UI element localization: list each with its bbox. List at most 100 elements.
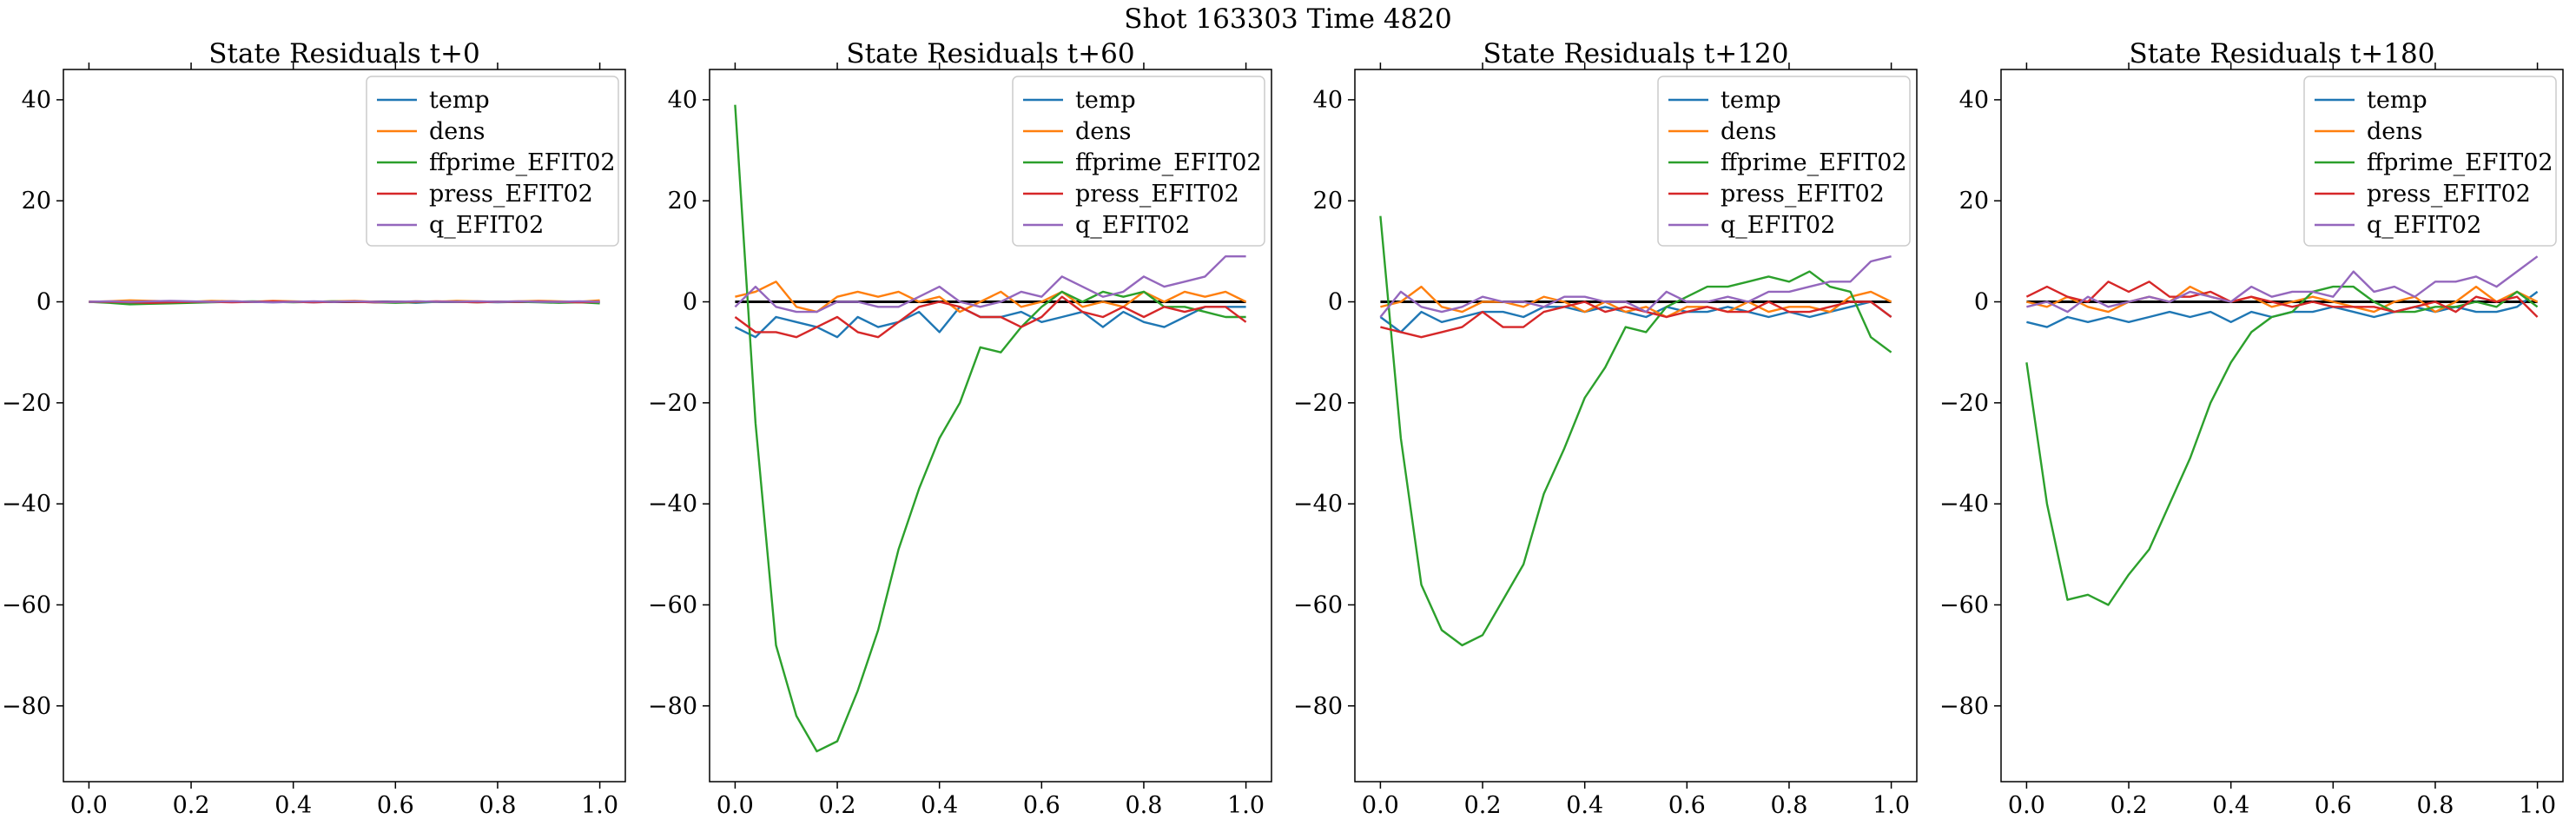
panel-title: State Residuals t+60	[846, 38, 1134, 69]
x-tick-label: 0.4	[1566, 792, 1603, 819]
y-tick-label: 0	[1974, 289, 1989, 316]
y-tick-label: −20	[1939, 390, 1989, 417]
x-tick-label: 1.0	[581, 792, 618, 819]
x-tick-label: 0.6	[2315, 792, 2352, 819]
y-tick-label: 0	[36, 289, 51, 316]
series-line-press-efit02	[734, 295, 1247, 339]
chart-panel-1: State Residuals t+0 0.0 0.2 0.4 0.6 0.8 1.0 40 2…	[2, 38, 626, 819]
y-tick-label: −60	[648, 591, 697, 618]
y-tick-label: 20	[22, 188, 51, 215]
legend-label: press_EFIT02	[2367, 181, 2531, 208]
legend-label: dens	[429, 118, 485, 145]
y-tick-label: −40	[1939, 491, 1989, 518]
legend-box	[1012, 76, 1265, 247]
x-tick-label: 0.6	[1668, 792, 1706, 819]
y-tick-label: 20	[668, 188, 697, 215]
y-tick-label: −60	[1939, 591, 1989, 618]
x-tick-label: 0.8	[1125, 792, 1162, 819]
legend-label: ffprime_EFIT02	[429, 149, 616, 176]
legend-box	[2303, 76, 2557, 247]
y-tick-label: −60	[1293, 591, 1343, 618]
legend-label: ffprime_EFIT02	[2367, 149, 2553, 176]
plot-area	[734, 104, 1247, 753]
x-tick-label: 0.2	[819, 792, 856, 819]
plot-area	[89, 299, 600, 306]
legend-label: press_EFIT02	[1721, 181, 1885, 208]
panel-title: State Residuals t+0	[208, 38, 479, 69]
legend-label: temp	[1075, 87, 1136, 114]
y-tick-label: −40	[1293, 491, 1343, 518]
x-tick-label: 0.2	[173, 792, 210, 819]
legend-label: press_EFIT02	[1075, 181, 1239, 208]
y-tick-label: −40	[2, 491, 51, 518]
legend-label: q_EFIT02	[2367, 212, 2481, 239]
panel-title: State Residuals t+120	[1483, 38, 1789, 69]
legend-label: dens	[2367, 118, 2423, 145]
x-tick-label: 0.0	[717, 792, 754, 819]
series-line-q-efit02	[89, 300, 600, 304]
legend: temp dens ffprime_EFIT02 press_EFIT02 q_EFIT…	[366, 76, 619, 247]
legend-label: q_EFIT02	[1721, 212, 1835, 239]
x-tick-label: 1.0	[2519, 792, 2556, 819]
y-tick-label: 40	[1313, 87, 1343, 114]
x-tick-label: 0.0	[70, 792, 108, 819]
y-tick-label: 20	[1959, 188, 1989, 215]
legend-label: dens	[1721, 118, 1777, 145]
y-tick-label: 0	[1328, 289, 1343, 316]
x-tick-label: 0.4	[921, 792, 958, 819]
axes-frame	[709, 69, 1272, 783]
plot-area	[2025, 255, 2539, 606]
y-tick-label: −80	[648, 693, 697, 720]
y-tick-label: 40	[668, 87, 697, 114]
legend-box	[366, 76, 619, 247]
axes-frame	[63, 69, 626, 783]
x-tick-label: 0.8	[479, 792, 516, 819]
series-line-ffprime-efit02	[734, 104, 1246, 753]
x-tick-label: 0.2	[2110, 792, 2148, 819]
series-line-ffprime-efit02	[1379, 215, 1892, 647]
y-tick-label: −80	[1293, 693, 1343, 720]
series-line-q-efit02	[2026, 255, 2539, 314]
legend: temp dens ffprime_EFIT02 press_EFIT02 q_EFIT…	[1012, 76, 1265, 247]
x-tick-label: 0.8	[2416, 792, 2454, 819]
legend-label: press_EFIT02	[429, 181, 593, 208]
series-line-q-efit02	[1379, 255, 1892, 318]
legend-label: temp	[2367, 87, 2427, 114]
y-tick-label: 20	[1313, 188, 1343, 215]
figure-suptitle: Shot 163303 Time 4820	[1124, 3, 1451, 35]
y-tick-label: 40	[22, 87, 51, 114]
y-tick-label: −80	[1939, 693, 1989, 720]
y-tick-label: 0	[683, 289, 697, 316]
legend-box	[1657, 76, 1911, 247]
y-tick-label: −80	[2, 693, 51, 720]
x-tick-label: 0.2	[1464, 792, 1502, 819]
x-tick-label: 0.0	[1362, 792, 1399, 819]
panels: State Residuals t+0 0.0 0.2 0.4 0.6 0.8 1.0 40 2…	[2, 38, 2564, 819]
x-tick-label: 0.6	[1023, 792, 1060, 819]
y-tick-label: −40	[648, 491, 697, 518]
legend-label: dens	[1075, 118, 1132, 145]
x-tick-label: 0.0	[2008, 792, 2045, 819]
series-line-press-efit02	[2025, 281, 2539, 318]
panel-title: State Residuals t+180	[2130, 38, 2435, 69]
axes-frame	[1354, 69, 1918, 783]
series-line-q-efit02	[734, 255, 1246, 314]
plot-area	[1379, 215, 1892, 647]
x-tick-label: 1.0	[1227, 792, 1265, 819]
legend: temp dens ffprime_EFIT02 press_EFIT02 q_EFIT…	[1657, 76, 1911, 247]
series-line-ffprime-efit02	[2025, 285, 2539, 606]
y-tick-label: −20	[648, 390, 697, 417]
legend-label: ffprime_EFIT02	[1075, 149, 1262, 176]
y-tick-label: 40	[1959, 87, 1989, 114]
chart-panel-4: State Residuals t+180 0.0 0.2 0.4 0.6 0.8 1.0 4…	[1939, 38, 2564, 819]
axes-frame	[2000, 69, 2564, 783]
legend-label: ffprime_EFIT02	[1721, 149, 1907, 176]
x-tick-label: 1.0	[1873, 792, 1910, 819]
x-tick-label: 0.8	[1770, 792, 1807, 819]
legend-label: q_EFIT02	[1075, 212, 1190, 239]
x-tick-label: 0.4	[2212, 792, 2249, 819]
series-line-press-efit02	[1380, 301, 1892, 339]
legend-label: q_EFIT02	[429, 212, 544, 239]
x-tick-label: 0.6	[377, 792, 414, 819]
